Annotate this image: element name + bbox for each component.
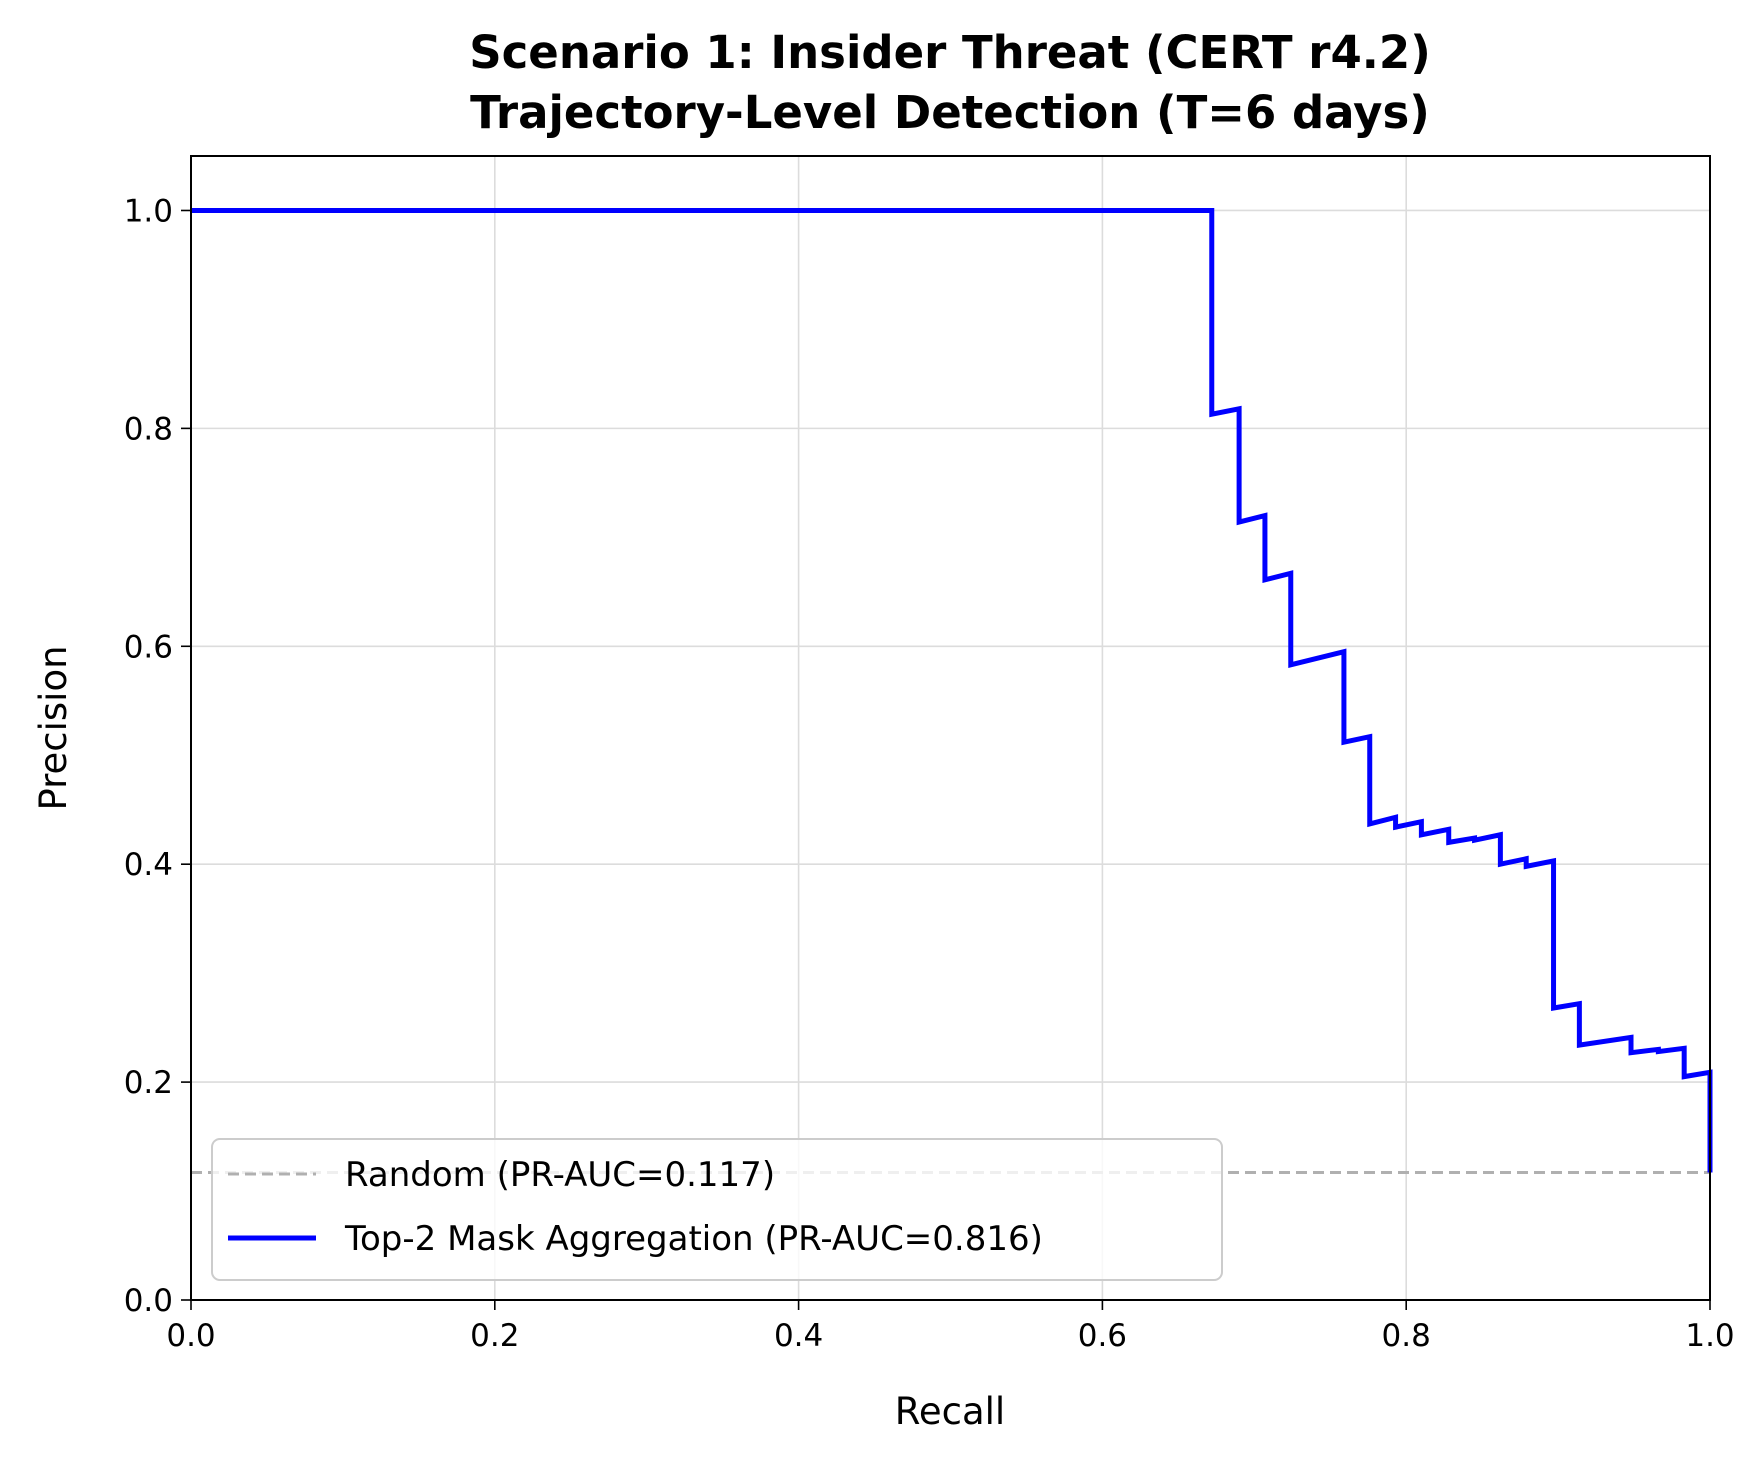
plot-frame [190, 155, 1711, 1301]
legend-random-label: Random (PR-AUC=0.117) [345, 1155, 775, 1195]
y-tick-label: 0.2 [124, 1065, 173, 1101]
x-axis-label: Recall [895, 1390, 1005, 1433]
chart-title: Scenario 1: Insider Threat (CERT r4.2) T… [469, 26, 1431, 139]
chart-title-line-2: Trajectory-Level Detection (T=6 days) [470, 86, 1430, 139]
x-tick-label: 0.6 [1078, 1318, 1127, 1354]
top2-mask-aggregation-line [191, 207, 1713, 1173]
y-tick-label: 0.0 [124, 1283, 173, 1319]
series-layer [191, 207, 1713, 1175]
x-tick-label: 0.4 [774, 1318, 823, 1354]
y-axis-ticks: 0.0 0.2 0.4 0.6 0.8 1.0 [124, 193, 191, 1319]
y-tick-label: 1.0 [124, 193, 173, 229]
x-tick-label: 0.2 [470, 1318, 519, 1354]
chart-title-line-1: Scenario 1: Insider Threat (CERT r4.2) [469, 26, 1431, 79]
grid [190, 156, 1711, 1301]
legend-top2-label: Top-2 Mask Aggregation (PR-AUC=0.816) [344, 1219, 1043, 1259]
y-tick-label: 0.4 [124, 847, 173, 883]
x-tick-label: 0.8 [1382, 1318, 1431, 1354]
x-tick-label: 0.0 [166, 1318, 215, 1354]
y-tick-label: 0.8 [124, 411, 173, 447]
legend: Random (PR-AUC=0.117) Top-2 Mask Aggrega… [211, 1138, 1223, 1281]
y-axis-label: Precision [32, 645, 75, 810]
x-tick-label: 1.0 [1685, 1318, 1734, 1354]
legend-box [211, 1138, 1223, 1281]
x-axis-ticks: 0.0 0.2 0.4 0.6 0.8 1.0 [166, 1300, 1735, 1354]
y-tick-label: 0.6 [124, 629, 173, 665]
